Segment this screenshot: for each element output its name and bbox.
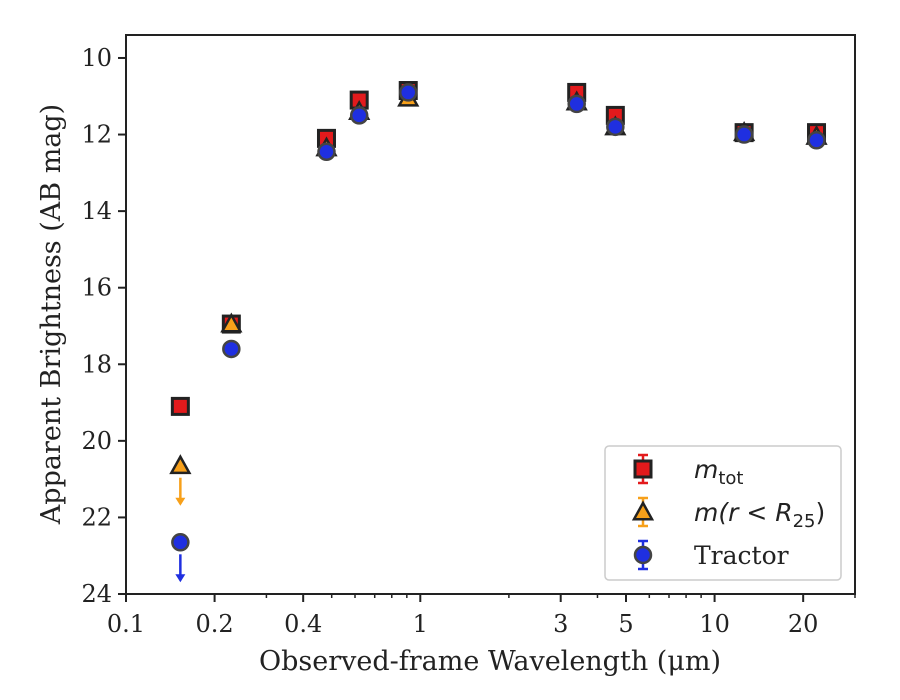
y-tick-label: 10 — [81, 44, 112, 72]
upper-limit-arrowhead — [175, 574, 186, 583]
legend-label: Tractor — [694, 541, 789, 570]
series-circle — [171, 83, 826, 583]
data-point — [567, 94, 586, 114]
data-point — [170, 396, 190, 416]
axis-ticks: 0.1 0.2 0.4 1 3 5 10 20 10 12 14 16 18 20 22 24 — [81, 44, 856, 638]
y-tick-label: 14 — [81, 197, 112, 225]
legend-marker — [633, 545, 653, 565]
data-point — [317, 142, 336, 162]
x-tick-label: 0.4 — [284, 610, 322, 638]
x-tick-label: 0.1 — [107, 610, 145, 638]
y-tick-label: 20 — [81, 427, 112, 455]
legend: mtot m(r < R25) Tractor — [604, 445, 842, 581]
legend-marker — [631, 500, 655, 521]
data-point — [734, 125, 754, 144]
y-tick-label: 16 — [81, 274, 112, 302]
x-tick-label: 3 — [553, 610, 568, 638]
x-tick-label: 0.2 — [196, 610, 234, 638]
legend-label: m(r < R25) — [694, 498, 825, 532]
legend-marker — [633, 459, 653, 479]
x-tick-label: 5 — [618, 610, 633, 638]
y-tick-label: 24 — [81, 580, 112, 608]
data-point — [220, 312, 243, 333]
x-tick-label: 20 — [788, 610, 819, 638]
data-point — [606, 117, 625, 137]
x-tick-label: 1 — [413, 610, 428, 638]
data-point — [349, 106, 369, 125]
y-tick-label: 22 — [81, 503, 112, 531]
x-tick-label: 10 — [699, 610, 730, 638]
upper-limit-arrowhead — [175, 497, 186, 506]
data-point — [169, 454, 192, 475]
data-point — [222, 339, 241, 359]
axes-frame — [125, 34, 856, 595]
data-point — [807, 131, 826, 150]
legend-label: mtot — [694, 455, 744, 489]
data-marks — [169, 81, 828, 583]
y-tick-label: 12 — [81, 121, 112, 149]
data-point — [171, 533, 190, 552]
data-point — [398, 83, 418, 102]
y-axis-label: Apparent Brightness (AB mag) — [36, 104, 67, 525]
y-tick-label: 18 — [81, 350, 112, 378]
x-axis-label: Observed-frame Wavelength (μm) — [259, 646, 721, 677]
legend-box — [604, 445, 842, 581]
